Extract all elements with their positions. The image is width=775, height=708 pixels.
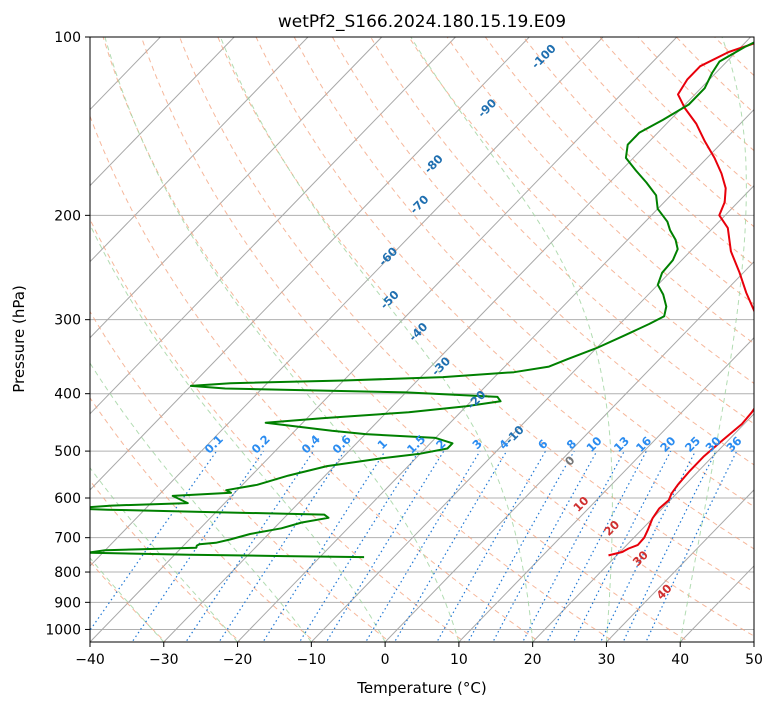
- x-tick-label: 40: [671, 652, 689, 668]
- y-tick-label: 800: [54, 565, 81, 581]
- isotherm-line: [90, 37, 530, 491]
- dry-adiabat-line: [90, 397, 316, 642]
- isotherm-line: [90, 37, 383, 339]
- mixing-ratio-line: [131, 450, 264, 642]
- x-tick-label: 20: [524, 652, 542, 668]
- y-tick-label: 300: [54, 313, 81, 329]
- isotherm-line: [605, 489, 754, 642]
- mixing-ratio-line: [185, 450, 315, 642]
- dry-adiabat-line: [408, 37, 754, 385]
- mixing-ratio-line: [436, 450, 547, 642]
- isotherm-line: [90, 37, 235, 187]
- y-axis-title: Pressure (hPa): [10, 285, 28, 393]
- mixing-ratio-line: [645, 450, 738, 642]
- dry-adiabat-line: [140, 37, 691, 642]
- x-tick-label: 30: [598, 652, 616, 668]
- dry-adiabat-line: [102, 37, 616, 642]
- moist-adiabat-line: [104, 37, 460, 642]
- mixing-ratio-line: [393, 450, 508, 642]
- y-tick-label: 200: [54, 208, 81, 224]
- isotherm-line: [90, 37, 309, 263]
- dry-adiabat-line: [255, 37, 754, 550]
- dry-adiabat-line: [90, 310, 391, 642]
- isotherm-line: [531, 413, 754, 642]
- isotherm-line: [163, 37, 752, 642]
- moist-adiabat-line: [90, 557, 165, 642]
- mixing-ratio-line: [218, 450, 345, 642]
- mixing-ratio-line: [572, 450, 672, 642]
- mixing-ratio-line: [298, 450, 420, 642]
- isotherm-line: [90, 37, 457, 415]
- y-tick-label: 1000: [45, 622, 81, 638]
- x-tick-label: 10: [450, 652, 468, 668]
- y-tick-label: 500: [54, 444, 81, 460]
- moist-adiabat-line: [679, 37, 747, 642]
- x-tick-label: 50: [745, 652, 763, 668]
- plot-frame: [89, 36, 755, 643]
- x-tick-label: −20: [223, 652, 253, 668]
- moist-adiabat-line: [410, 37, 613, 642]
- background-lines: [90, 37, 754, 642]
- chart-title: wetPf2_S166.2024.180.15.19.E09: [278, 12, 566, 32]
- y-tick-label: 600: [54, 491, 81, 507]
- moist-adiabat-line: [90, 223, 386, 642]
- mixing-ratio-line: [325, 450, 445, 642]
- temperature-profile-line: [608, 42, 754, 557]
- dry-adiabat-line: [331, 37, 754, 466]
- sounding-lines: [90, 41, 754, 559]
- dry-adiabat-line: [293, 37, 754, 508]
- mixing-ratio-line: [546, 450, 647, 642]
- isotherm-line: [458, 337, 754, 642]
- x-axis-title: Temperature (°C): [356, 679, 486, 697]
- x-tick-label: −30: [149, 652, 179, 668]
- y-tick-label: 700: [54, 531, 81, 547]
- dry-adiabat-line: [179, 37, 754, 637]
- isotherm-line: [90, 37, 604, 567]
- dry-adiabat-line: [90, 218, 466, 642]
- mixing-ratio-line: [365, 450, 481, 642]
- isotherm-line: [310, 184, 754, 642]
- mixing-ratio-line: [262, 450, 386, 642]
- y-tick-label: 400: [54, 387, 81, 403]
- x-tick-label: 0: [381, 652, 390, 668]
- moist-adiabat-line: [90, 467, 238, 642]
- x-tick-label: −40: [75, 652, 105, 668]
- y-tick-label: 900: [54, 595, 81, 611]
- y-tick-label: 100: [54, 30, 81, 46]
- dry-adiabat-line: [90, 114, 541, 642]
- dewpoint-profile-line: [90, 41, 754, 559]
- isotherm-line: [236, 108, 754, 642]
- isotherm-line: [384, 260, 754, 642]
- dry-adiabat-line: [217, 37, 754, 593]
- x-tick-label: −10: [297, 652, 327, 668]
- axis-ticks: −40 −30 −20 −10 0 10 20 30 40 50 100 200 300 400 500 60…: [45, 30, 763, 668]
- isotherm-line: [90, 37, 678, 642]
- moist-adiabat-line: [90, 362, 312, 642]
- dry-adiabat-line: [446, 37, 754, 345]
